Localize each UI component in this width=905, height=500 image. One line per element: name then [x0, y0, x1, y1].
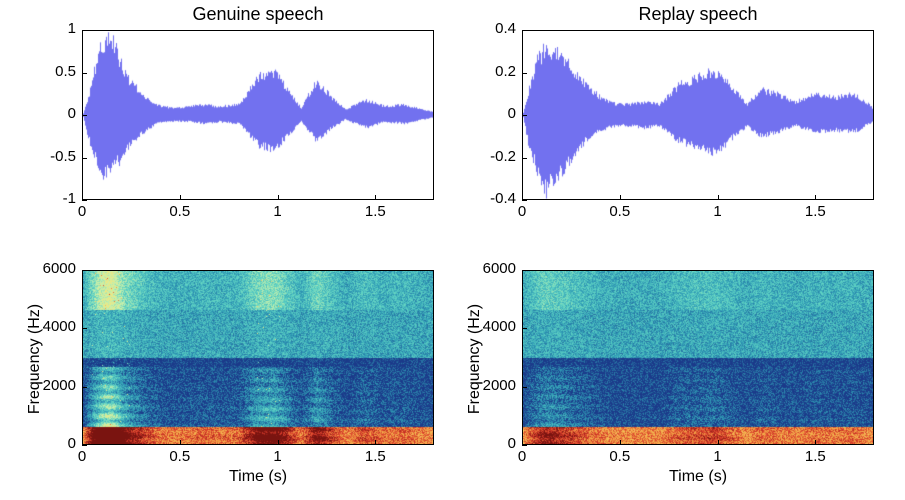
ytick-label: 6000 [16, 260, 76, 277]
xtick [718, 195, 719, 200]
xtick-label: 1 [253, 203, 303, 220]
xtick [718, 440, 719, 445]
xtick-label: 0 [497, 448, 547, 465]
spectrogram-genuine [83, 271, 433, 444]
xtick [815, 195, 816, 200]
ytick [522, 270, 527, 271]
xlabel-spec-genuine: Time (s) [82, 468, 434, 486]
ytick [82, 328, 87, 329]
xtick [180, 440, 181, 445]
xtick-label: 0.5 [155, 448, 205, 465]
ytick [82, 270, 87, 271]
xtick [815, 440, 816, 445]
ytick-label: -0.5 [16, 148, 76, 165]
ytick [82, 445, 87, 446]
ytick [522, 158, 527, 159]
ytick-label: 4000 [456, 318, 516, 335]
xtick-label: 0.5 [595, 203, 645, 220]
ytick-label: 6000 [456, 260, 516, 277]
xtick-label: 0 [57, 448, 107, 465]
ytick [522, 445, 527, 446]
ytick [522, 200, 527, 201]
ytick-label: 4000 [16, 318, 76, 335]
xtick [620, 195, 621, 200]
ylabel-spec-genuine: Frequency (Hz) [26, 289, 44, 429]
xlabel-spec-replay: Time (s) [522, 468, 874, 486]
xtick [180, 195, 181, 200]
xtick-label: 0.5 [155, 203, 205, 220]
xtick-label: 1.5 [350, 448, 400, 465]
xtick [522, 440, 523, 445]
ytick [82, 30, 87, 31]
ytick-label: 0.4 [456, 20, 516, 37]
ylabel-spec-replay: Frequency (Hz) [466, 289, 484, 429]
ytick-label: -0.2 [456, 148, 516, 165]
ytick [82, 200, 87, 201]
ytick [82, 115, 87, 116]
ytick [82, 158, 87, 159]
ytick [522, 387, 527, 388]
xtick-label: 1 [693, 448, 743, 465]
ytick [522, 328, 527, 329]
xtick-label: 1 [693, 203, 743, 220]
ytick [82, 73, 87, 74]
ytick [522, 115, 527, 116]
xtick [620, 440, 621, 445]
xtick-label: 1.5 [790, 448, 840, 465]
waveform-replay [523, 31, 873, 199]
ytick-label: 0 [456, 105, 516, 122]
ytick-label: 0.2 [456, 63, 516, 80]
xtick [375, 195, 376, 200]
ytick-label: 0 [16, 105, 76, 122]
figure: Genuine speech Replay speech Frequency (… [0, 0, 905, 500]
xtick [82, 195, 83, 200]
xtick-label: 0 [497, 203, 547, 220]
ytick [522, 30, 527, 31]
xtick-label: 0 [57, 203, 107, 220]
title-replay: Replay speech [522, 4, 874, 25]
xtick [278, 440, 279, 445]
ytick-label: 0.5 [16, 63, 76, 80]
spectrogram-replay [523, 271, 873, 444]
xtick [522, 195, 523, 200]
xtick [375, 440, 376, 445]
xtick-label: 0.5 [595, 448, 645, 465]
ytick-label: 2000 [456, 377, 516, 394]
ytick-label: 2000 [16, 377, 76, 394]
xtick-label: 1 [253, 448, 303, 465]
xtick [278, 195, 279, 200]
ytick [82, 387, 87, 388]
title-genuine: Genuine speech [82, 4, 434, 25]
waveform-genuine [83, 31, 433, 199]
xtick [82, 440, 83, 445]
ytick [522, 73, 527, 74]
xtick-label: 1.5 [350, 203, 400, 220]
ytick-label: 1 [16, 20, 76, 37]
xtick-label: 1.5 [790, 203, 840, 220]
